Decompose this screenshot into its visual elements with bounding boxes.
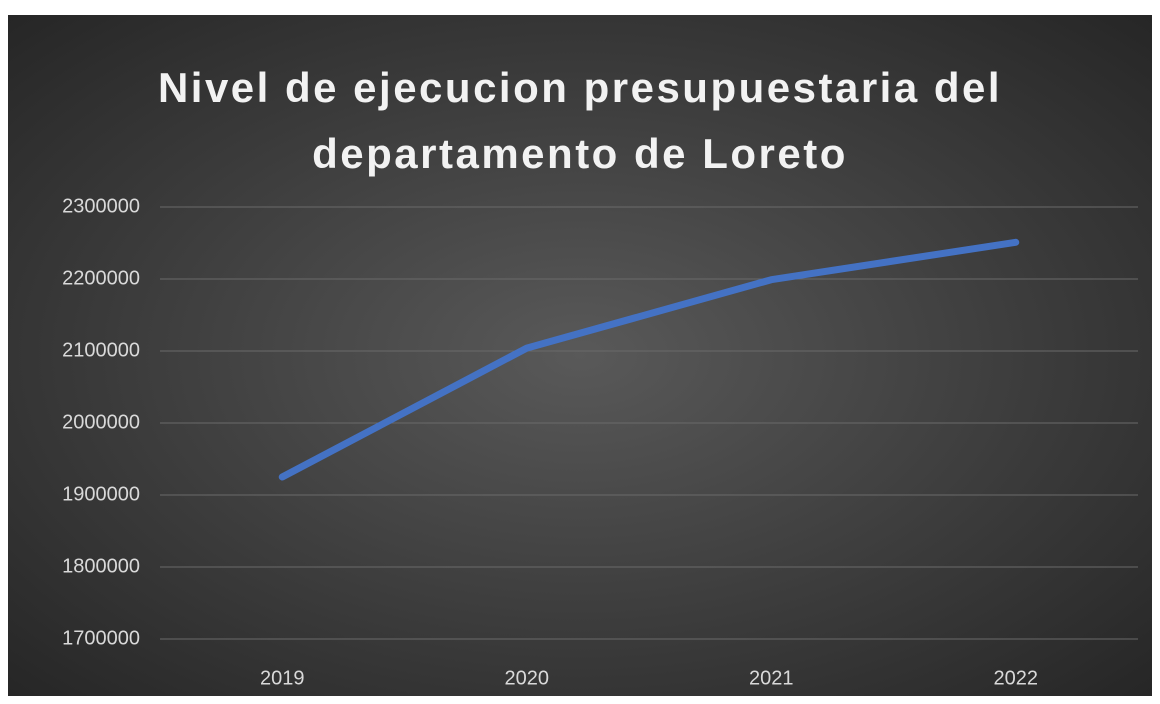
y-tick-label: 2300000 — [62, 195, 140, 217]
chart-title: Nivel de ejecucion presupuestaria del de… — [157, 64, 1003, 177]
y-tick-label: 1800000 — [62, 555, 140, 577]
y-tick-label: 1700000 — [62, 627, 140, 649]
y-tick-label: 2100000 — [62, 339, 140, 361]
y-tick-label: 2000000 — [62, 411, 140, 433]
data-line — [278, 238, 1020, 481]
x-tick-label: 2021 — [749, 667, 794, 689]
x-tick-label: 2022 — [994, 667, 1039, 689]
chart-frame: 1700000 1800000 1900000 2000000 2100000 22000… — [8, 15, 1152, 696]
chart: 1700000 1800000 1900000 2000000 2100000 22000… — [62, 195, 1138, 689]
y-tick-label: 1900000 — [62, 483, 140, 505]
x-tick-label: 2020 — [505, 667, 550, 689]
y-tick-label: 2200000 — [62, 267, 140, 289]
x-tick-label: 2019 — [260, 667, 305, 689]
